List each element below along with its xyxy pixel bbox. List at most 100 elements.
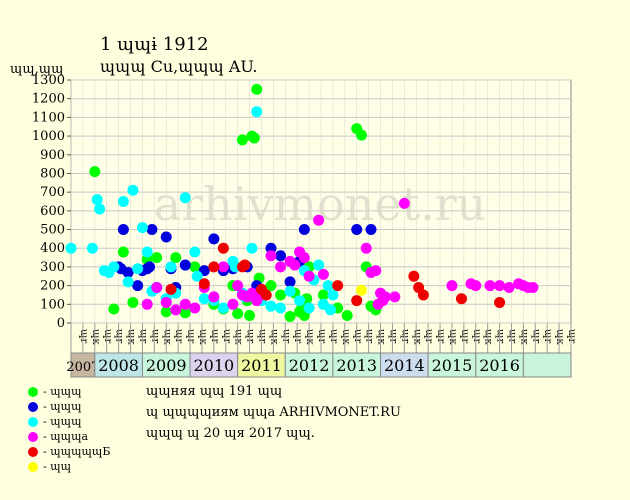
legend-label: - ɰɰ <box>43 460 72 473</box>
data-point <box>303 302 315 314</box>
data-point <box>503 281 515 293</box>
legend-item: - ɰɰɰa <box>28 429 110 444</box>
data-point <box>484 280 496 292</box>
data-point <box>365 224 377 236</box>
year-band <box>380 352 429 378</box>
y-tick-label: 200 <box>40 279 65 294</box>
data-point <box>246 242 258 254</box>
data-point <box>239 259 251 271</box>
year-label: 2010 <box>193 356 234 375</box>
data-point <box>227 298 239 310</box>
data-point <box>170 304 182 316</box>
legend: - ɰɰɰ - ɰɰɰ - ɰɰɰ - ɰɰɰa - ɰɰɰɰɰБ - ɰɰ <box>28 384 110 474</box>
x-tick-label: ɰr <box>471 329 482 343</box>
legend-item: - ɰɰɰ <box>28 384 110 399</box>
data-point <box>417 289 429 301</box>
data-point <box>244 310 256 322</box>
data-point <box>332 280 344 292</box>
x-tick-label: ɰк <box>304 329 315 345</box>
data-point <box>265 280 277 292</box>
data-point <box>208 291 220 303</box>
x-tick-label: ɰк <box>268 329 279 345</box>
data-point <box>122 267 134 279</box>
x-tick-label: ɰr <box>328 329 339 343</box>
x-tick-label: ɰк <box>197 329 208 345</box>
data-point <box>298 252 310 264</box>
data-point <box>275 289 287 301</box>
legend-label: - ɰɰɰa <box>43 430 89 443</box>
legend-item: - ɰɰɰ <box>28 399 110 414</box>
data-point <box>265 300 277 312</box>
data-point <box>108 303 120 315</box>
data-point <box>446 280 458 292</box>
x-tick-label: ɰr <box>149 329 160 343</box>
legend-item: - ɰɰɰɰɰБ <box>28 444 110 459</box>
data-point <box>179 192 191 204</box>
legend-marker-icon <box>28 446 38 457</box>
x-tick-label: ɰr <box>459 329 470 343</box>
x-tick-label: ɰк <box>161 329 172 345</box>
chart-subtitle: ɰɰɰ Cu,ɰɰɰ AU. <box>100 57 258 76</box>
data-point <box>179 259 191 271</box>
data-point <box>389 291 401 303</box>
data-point <box>351 295 363 307</box>
data-point <box>325 304 337 316</box>
x-tick-label: ɰr <box>435 329 446 343</box>
year-band <box>237 352 286 378</box>
x-tick-label: ɰr <box>209 329 220 343</box>
data-point <box>455 293 467 305</box>
x-tick-label: ɰr <box>114 329 125 343</box>
x-tick-label: ɰк <box>483 329 494 345</box>
x-tick-label: ɰr <box>173 329 184 343</box>
data-point <box>117 224 129 236</box>
data-point <box>160 231 172 243</box>
data-point <box>317 289 329 301</box>
data-point <box>189 261 201 273</box>
legend-item: - ɰɰ <box>28 459 110 474</box>
note-line: ɰ ɰɰɰɰиям ɰɰa ARHIVMONET.RU <box>146 405 401 420</box>
data-point <box>151 252 163 264</box>
data-point <box>284 285 296 297</box>
legend-marker-icon <box>28 431 38 442</box>
data-point <box>189 246 201 258</box>
data-point <box>141 298 153 310</box>
data-point <box>275 261 287 273</box>
legend-label: - ɰɰɰ <box>43 415 82 428</box>
x-tick-label: ɰr <box>364 329 375 343</box>
y-tick-label: 400 <box>40 241 65 256</box>
y-tick-label: 300 <box>40 260 65 275</box>
data-point <box>248 132 260 144</box>
y-tick-label: 100 <box>40 297 65 312</box>
data-point <box>191 270 203 282</box>
data-point <box>160 306 172 318</box>
y-tick-label: 700 <box>40 185 65 200</box>
data-point <box>355 284 367 296</box>
x-tick-label: ɰr <box>399 329 410 343</box>
legend-marker-icon <box>28 401 38 412</box>
data-point <box>208 261 220 273</box>
data-point <box>151 281 163 293</box>
year-label: 2016 <box>479 356 520 375</box>
year-label: 2012 <box>289 356 330 375</box>
data-point <box>179 298 191 310</box>
year-label: 2013 <box>336 356 377 375</box>
data-point <box>144 261 156 273</box>
scatter-chart: arhivmonet.ru 01002003004005006007008009… <box>32 73 577 378</box>
data-point <box>198 278 210 290</box>
data-point <box>217 242 229 254</box>
x-tick-label: ɰк <box>518 329 529 345</box>
data-point <box>260 289 272 301</box>
data-point <box>108 261 120 273</box>
year-label: 2009 <box>146 356 187 375</box>
y-tick-label: 1300 <box>32 73 65 88</box>
data-point <box>89 166 101 178</box>
data-point <box>294 295 306 307</box>
data-point <box>160 296 172 308</box>
data-point <box>146 224 158 236</box>
chart-title: 1 ɰɰɨ 1912 <box>100 34 209 55</box>
x-tick-label: ɰк <box>90 329 101 345</box>
x-tick-label: ɰк <box>340 329 351 345</box>
data-point <box>179 307 191 319</box>
year-band <box>427 352 477 378</box>
data-point <box>313 214 325 226</box>
